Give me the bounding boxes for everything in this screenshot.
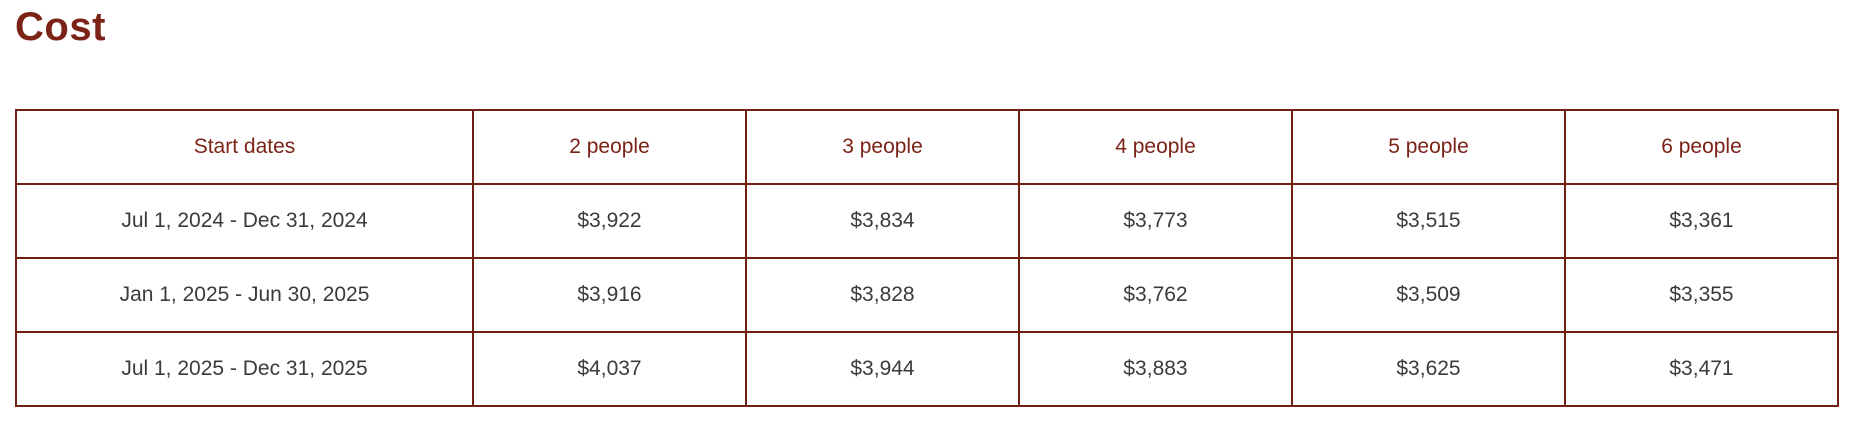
price-cell: $3,355 (1564, 257, 1839, 333)
table-header-row: Start dates 2 people 3 people 4 people 5… (15, 109, 1839, 185)
price-cell: $3,773 (1018, 183, 1293, 259)
price-cell: $3,834 (745, 183, 1020, 259)
price-cell: $3,471 (1564, 331, 1839, 407)
price-cell: $3,762 (1018, 257, 1293, 333)
price-cell: $3,916 (472, 257, 747, 333)
start-dates-cell: Jan 1, 2025 - Jun 30, 2025 (15, 257, 474, 333)
price-cell: $3,361 (1564, 183, 1839, 259)
column-header-2-people: 2 people (472, 109, 747, 185)
price-cell: $3,828 (745, 257, 1020, 333)
price-cell: $3,509 (1291, 257, 1566, 333)
price-cell: $3,883 (1018, 331, 1293, 407)
column-header-4-people: 4 people (1018, 109, 1293, 185)
start-dates-cell: Jul 1, 2025 - Dec 31, 2025 (15, 331, 474, 407)
price-cell: $3,944 (745, 331, 1020, 407)
price-cell: $3,625 (1291, 331, 1566, 407)
price-cell: $4,037 (472, 331, 747, 407)
page-title: Cost (15, 5, 106, 49)
start-dates-cell: Jul 1, 2024 - Dec 31, 2024 (15, 183, 474, 259)
column-header-3-people: 3 people (745, 109, 1020, 185)
table-row: Jan 1, 2025 - Jun 30, 2025 $3,916 $3,828… (15, 257, 1839, 333)
column-header-5-people: 5 people (1291, 109, 1566, 185)
price-cell: $3,515 (1291, 183, 1566, 259)
price-cell: $3,922 (472, 183, 747, 259)
column-header-6-people: 6 people (1564, 109, 1839, 185)
column-header-start-dates: Start dates (15, 109, 474, 185)
cost-table: Start dates 2 people 3 people 4 people 5… (15, 109, 1839, 407)
table-row: Jul 1, 2025 - Dec 31, 2025 $4,037 $3,944… (15, 331, 1839, 407)
page-container: Cost Start dates 2 people 3 people 4 peo… (15, 5, 1839, 407)
table-row: Jul 1, 2024 - Dec 31, 2024 $3,922 $3,834… (15, 183, 1839, 259)
